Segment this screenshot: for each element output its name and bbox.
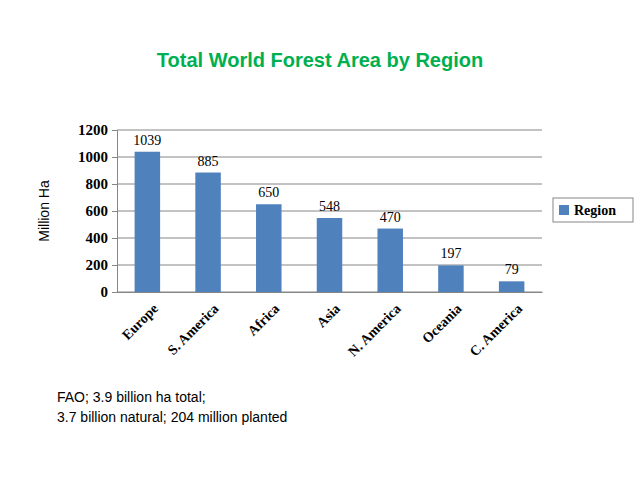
tick-mark (112, 211, 117, 212)
tick: C. America (467, 301, 525, 359)
tick: 1200 (78, 122, 117, 138)
tick: 800 (86, 176, 118, 192)
legend: Region (553, 198, 633, 222)
grid (117, 130, 542, 292)
grid-line (117, 130, 542, 131)
legend-swatch (559, 205, 569, 215)
y-axis-title: Million Ha (36, 180, 52, 242)
title: Total World Forest Area by Region (157, 49, 483, 71)
tick: Asia (314, 301, 343, 330)
tick-label: C. America (467, 301, 525, 359)
x-axis: EuropeS. America Africa AsiaN. America Ocea… (118, 293, 543, 360)
bar (317, 218, 343, 292)
bar (195, 173, 221, 292)
tick-label: 1200 (78, 122, 108, 138)
data-label: 650 (258, 185, 279, 200)
tick-label: Asia (314, 301, 343, 330)
tick-mark (112, 292, 117, 293)
grid-line (117, 157, 542, 158)
tick-label: N. America (345, 301, 403, 359)
tick-label: 200 (86, 257, 109, 273)
tick: 400 (86, 230, 118, 246)
data-label: 1039 (133, 133, 161, 148)
tick: 200 (86, 257, 118, 273)
data-label: 548 (319, 199, 340, 214)
tick-label: S. America (165, 301, 222, 358)
grid-line (117, 184, 542, 185)
tick-label: 1000 (78, 149, 108, 165)
y-axis: 0 200 400 600 800 1000 1200 (78, 122, 118, 300)
data-label: 197 (440, 246, 461, 261)
tick-mark (112, 184, 117, 185)
annotation: FAO; 3.9 billion ha total; (57, 389, 206, 405)
tick-label: 400 (86, 230, 109, 246)
tick-label: Europe (119, 301, 161, 343)
tick-label: Oceania (419, 301, 464, 346)
tick: S. America (165, 301, 222, 358)
axis-line (112, 131, 118, 293)
legend-label: Region (574, 203, 616, 218)
data-label: 470 (380, 210, 401, 225)
bar (256, 204, 282, 292)
tick-mark (112, 130, 117, 131)
bar (438, 265, 464, 292)
bar (135, 152, 161, 292)
bar (377, 229, 403, 292)
tick: N. America (345, 301, 403, 359)
annotation: 3.7 billion natural; 204 million planted (57, 409, 287, 425)
tick: Oceania (419, 301, 464, 346)
tick-label: Africa (245, 301, 283, 339)
tick-label: 800 (86, 176, 109, 192)
data-label: 79 (505, 262, 519, 277)
tick-label: 0 (101, 284, 109, 300)
tick: 1000 (78, 149, 117, 165)
bars (135, 152, 525, 292)
data-label: 885 (198, 154, 219, 169)
tick-label: 600 (86, 203, 109, 219)
axis-line (118, 292, 543, 293)
tick: 0 (101, 284, 118, 300)
data-labels: 1039 885 650 548 470 197 79 (133, 133, 518, 278)
bar (499, 281, 524, 292)
tick-mark (112, 265, 117, 266)
tick: 600 (86, 203, 118, 219)
chart: Total World Forest Area by Region 1039 885… (0, 0, 640, 480)
tick: Africa (245, 301, 283, 339)
tick-mark (112, 157, 117, 158)
tick-mark (112, 238, 117, 239)
tick: Europe (119, 301, 161, 343)
legend-box (553, 198, 633, 222)
plot: 1039 885 650 548 470 197 79 0 200 400 600 800 1000 12… (78, 122, 543, 359)
